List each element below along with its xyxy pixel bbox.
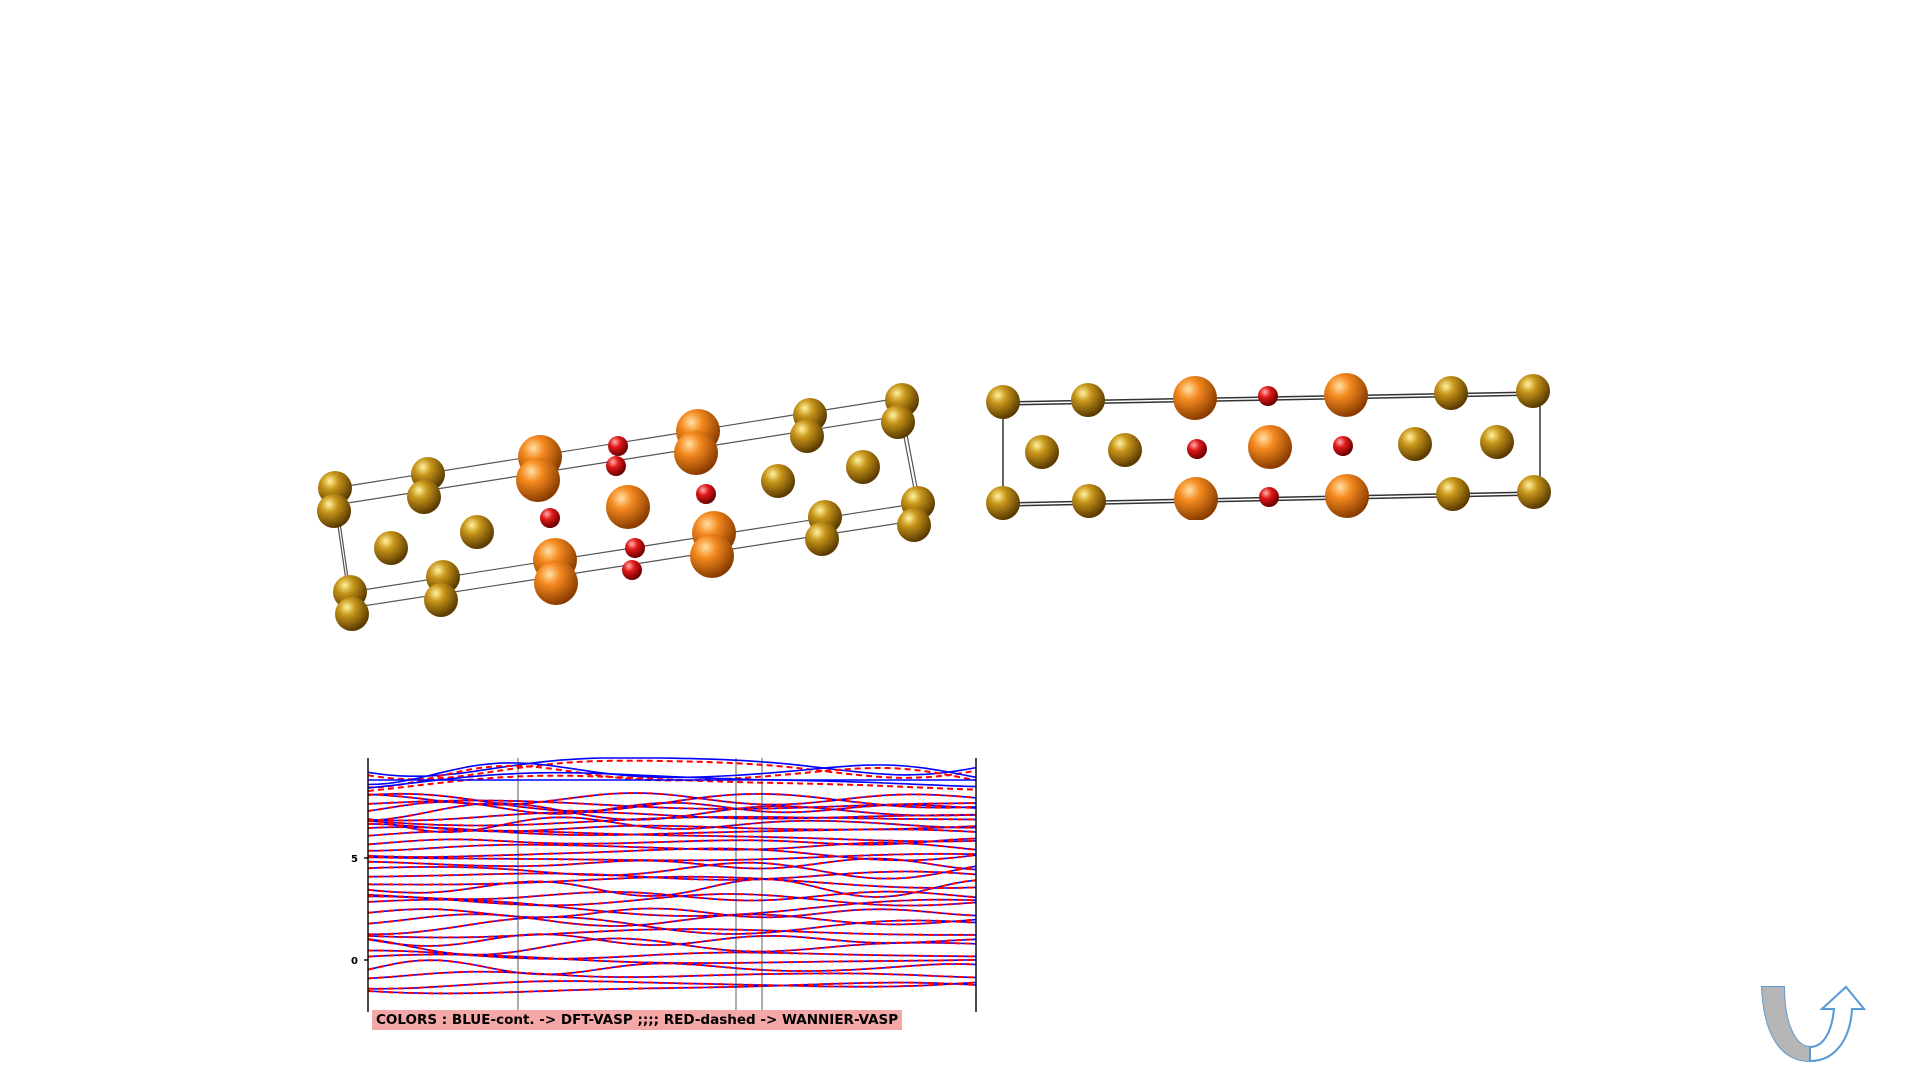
wannier-band-line <box>367 878 977 899</box>
wannier-band-line <box>367 898 977 918</box>
wannier-band-line <box>367 837 977 846</box>
wannier-band-line <box>367 764 977 789</box>
wannier-band-line <box>367 861 977 880</box>
wannier-band-line <box>367 959 977 976</box>
crystal-structure-perspective <box>317 383 935 631</box>
wannier-band-line <box>367 802 977 822</box>
dft-band-line <box>367 898 977 917</box>
axes <box>364 758 977 1012</box>
wannier-band-line <box>367 811 977 822</box>
dft-band-line <box>367 757 977 777</box>
wannier-band-line <box>367 791 977 806</box>
wannier-band-line <box>367 852 977 862</box>
band-structure-plot: 5 0 <box>351 757 977 1012</box>
wannier-band-line <box>367 907 977 919</box>
wannier-band-line <box>367 937 977 956</box>
wannier-band-line <box>367 970 977 980</box>
wannier-band-line <box>367 875 977 889</box>
atoms-front <box>317 405 931 631</box>
wannier-band-line <box>367 816 977 834</box>
wannier-band-line <box>367 893 977 907</box>
return-arrow-icon[interactable] <box>1758 985 1868 1065</box>
wannier-band-line <box>367 792 977 813</box>
wannier-band-line <box>367 857 977 871</box>
dft-band-line <box>367 937 977 956</box>
legend-caption: COLORS : BLUE-cont. -> DFT-VASP ;;;; RED… <box>372 1010 903 1030</box>
ytick-label-0: 0 <box>351 956 358 967</box>
dft-band-line <box>367 878 977 898</box>
wannier-band-line <box>367 799 977 810</box>
wannier-band-line <box>367 870 977 881</box>
atoms-side <box>986 373 1551 520</box>
wannier-band-line <box>367 913 977 928</box>
wannier-band-line <box>367 759 977 781</box>
atoms-middle <box>374 450 880 565</box>
wannier-band-line <box>367 847 977 862</box>
dft-band-line <box>367 771 977 789</box>
crystal-structure-side <box>986 373 1551 520</box>
band-lines <box>367 757 977 995</box>
wannier-band-line <box>367 841 977 852</box>
wannier-band-line <box>367 933 977 948</box>
ytick-label-5: 5 <box>351 854 358 865</box>
wannier-band-line <box>368 915 977 936</box>
wannier-band-line <box>367 980 977 990</box>
wannier-band-line <box>367 981 977 995</box>
